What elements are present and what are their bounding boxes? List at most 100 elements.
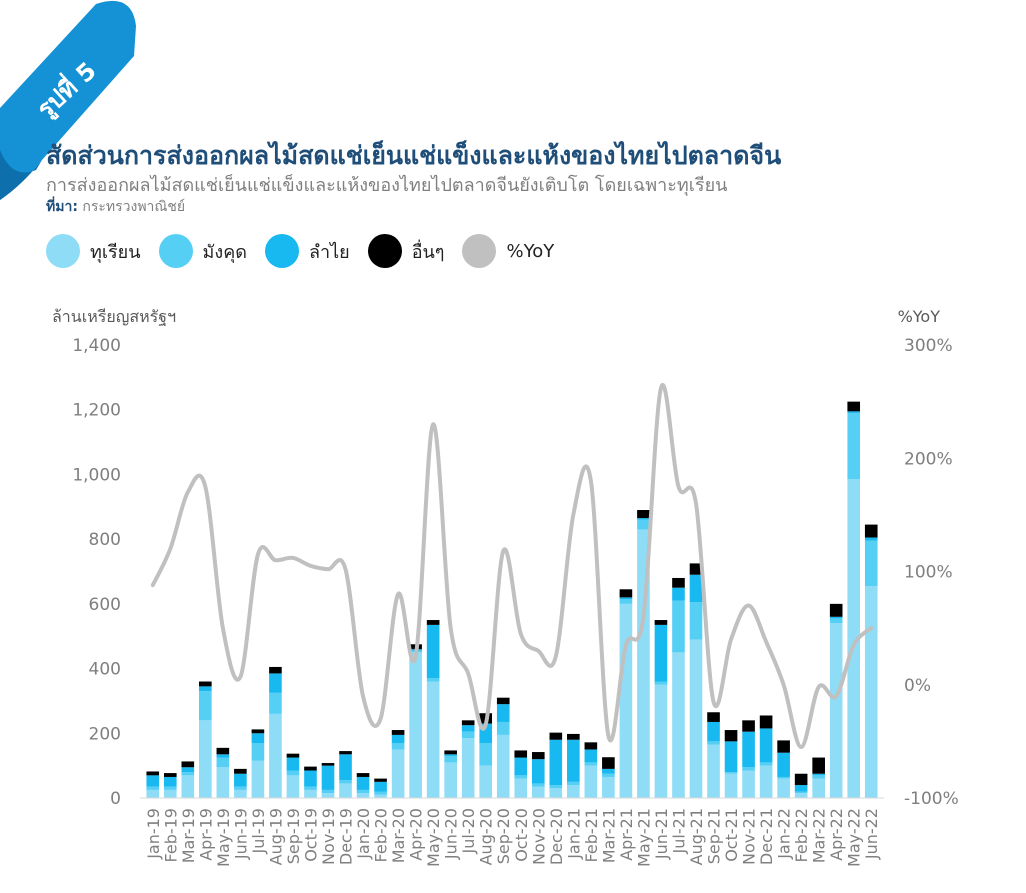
- bar-segment-mangosteen: [864, 540, 878, 587]
- bar-segment-longan: [514, 757, 528, 776]
- bar-segment-durian: [724, 773, 738, 798]
- x-tick-label: Mar-19: [179, 808, 198, 863]
- bar-segment-longan: [794, 785, 808, 792]
- source-label: ที่มา:: [46, 199, 78, 215]
- x-tick-label: Oct-21: [722, 808, 741, 862]
- x-tick-label: May-21: [634, 808, 653, 867]
- bar-segment-mangosteen: [304, 786, 317, 790]
- bar-segment-others: [742, 720, 755, 732]
- bar-segment-mangosteen: [584, 762, 598, 766]
- bar-segment-durian: [146, 789, 160, 798]
- x-tick-label: Apr-22: [827, 808, 846, 861]
- bar-segment-longan: [689, 574, 703, 603]
- legend-swatch-durian: [46, 234, 80, 268]
- chart-plot: ล้านเหรียญสหรัฐฯ %YoY 0 200 400 600 800 1,000 1,…: [52, 307, 959, 867]
- bar-segment-mangosteen: [269, 692, 282, 714]
- bar-segment-longan: [864, 537, 878, 541]
- bar-segment-durian: [672, 652, 685, 798]
- bar-segment-mangosteen: [339, 780, 352, 784]
- x-tick-label: Sep-19: [284, 808, 303, 864]
- bar-segment-durian: [654, 684, 668, 798]
- bar-segment-durian: [531, 786, 545, 798]
- bar-segment-mangosteen: [163, 786, 177, 790]
- y-left-tick-label: 600: [89, 595, 121, 615]
- bar-segment-others: [146, 771, 160, 776]
- bar-segment-mangosteen: [707, 741, 720, 745]
- bar-segment-others: [724, 730, 738, 742]
- bar-segment-durian: [812, 778, 825, 798]
- x-tick-label: Sep-20: [494, 808, 513, 864]
- x-tick-label: Feb-20: [372, 808, 391, 862]
- bar-segment-others: [269, 666, 282, 674]
- bar-segment-durian: [707, 744, 720, 798]
- bar-segment-durian: [251, 760, 265, 798]
- bar-segment-longan: [759, 728, 773, 763]
- bar-segment-others: [654, 620, 668, 625]
- bar-segment-mangosteen: [461, 731, 475, 739]
- bar-segment-others: [356, 773, 370, 777]
- x-tick-label: Aug-20: [477, 808, 496, 865]
- bar-segment-durian: [391, 749, 405, 798]
- bar-segment-durian: [163, 789, 177, 798]
- bar-segment-durian: [689, 639, 703, 798]
- y-left-tick-label: 200: [89, 724, 121, 744]
- x-tick-label: May-19: [214, 808, 233, 867]
- bar-segment-others: [216, 747, 230, 755]
- bar-segment-durian: [199, 720, 212, 798]
- legend-swatch-longan: [264, 234, 299, 268]
- legend-label-others: อื่นๆ: [411, 241, 445, 263]
- yoy-line: [150, 383, 874, 750]
- bar-segment-longan: [724, 741, 738, 773]
- legend-label-mangosteen: มังคุด: [202, 241, 247, 263]
- bar-segment-durian: [549, 788, 563, 798]
- bar-segment-others: [251, 729, 265, 734]
- bar-segment-mangosteen: [286, 770, 300, 776]
- bar-segment-others: [847, 401, 861, 412]
- bar-segment-others: [496, 697, 510, 705]
- bar-segment-durian: [829, 623, 843, 798]
- bar-segment-mangosteen: [847, 412, 861, 480]
- bar-segment-others: [286, 753, 300, 758]
- bar-segment-longan: [356, 776, 370, 790]
- bar-segment-mangosteen: [759, 762, 773, 766]
- bar-segment-mangosteen: [742, 767, 755, 771]
- bar-segment-longan: [216, 754, 230, 758]
- bar-segment-durian: [321, 793, 335, 798]
- legend-label-yoy: %YoY: [506, 240, 555, 262]
- bar-segment-others: [584, 742, 598, 750]
- bar-segment-others: [304, 766, 317, 771]
- bar-segment-longan: [654, 624, 668, 682]
- bar-segment-others: [321, 763, 335, 766]
- legend-swatch-others: [367, 234, 402, 268]
- bar-segment-longan: [146, 775, 160, 787]
- figure-ribbon: รูปที่ 5: [0, 0, 136, 200]
- x-tick-label: Aug-19: [266, 808, 285, 865]
- bar-segment-durian: [864, 586, 878, 798]
- bar-segment-mangosteen: [567, 781, 580, 786]
- x-tick-label: Aug-21: [687, 808, 706, 865]
- chart-title: สัดส่วนการส่งออกผลไม้สดแช่เย็นแช่แข็งและ…: [46, 141, 782, 170]
- y-right-tick-label: 100%: [904, 563, 953, 583]
- y-right-tick-label: 300%: [904, 336, 953, 356]
- bar-segment-mangosteen: [812, 775, 825, 779]
- bar-segment-mangosteen: [794, 791, 808, 794]
- bar-segment-mangosteen: [199, 691, 212, 721]
- x-tick-label: Jul-21: [669, 808, 688, 854]
- bar-segment-mangosteen: [549, 785, 563, 789]
- bar-segment-longan: [251, 733, 265, 743]
- x-tick-label: Oct-20: [512, 808, 531, 862]
- legend-item-longan: ลำไย: [264, 234, 350, 268]
- bar-segment-others: [602, 757, 615, 769]
- bar-segment-mangosteen: [777, 776, 790, 779]
- bar-segment-durian: [847, 479, 861, 798]
- bar-segment-mangosteen: [496, 721, 510, 735]
- bar-segment-others: [199, 681, 212, 687]
- bar-segment-others: [707, 712, 720, 722]
- bar-segment-mangosteen: [146, 786, 160, 790]
- bar-segment-mangosteen: [356, 789, 370, 794]
- x-tick-label: Feb-22: [792, 808, 811, 862]
- x-tick-label: Jun-22: [862, 808, 881, 860]
- bar-segment-others: [234, 768, 247, 774]
- bar-segment-others: [619, 589, 633, 598]
- x-tick-label: Jan-21: [564, 808, 583, 860]
